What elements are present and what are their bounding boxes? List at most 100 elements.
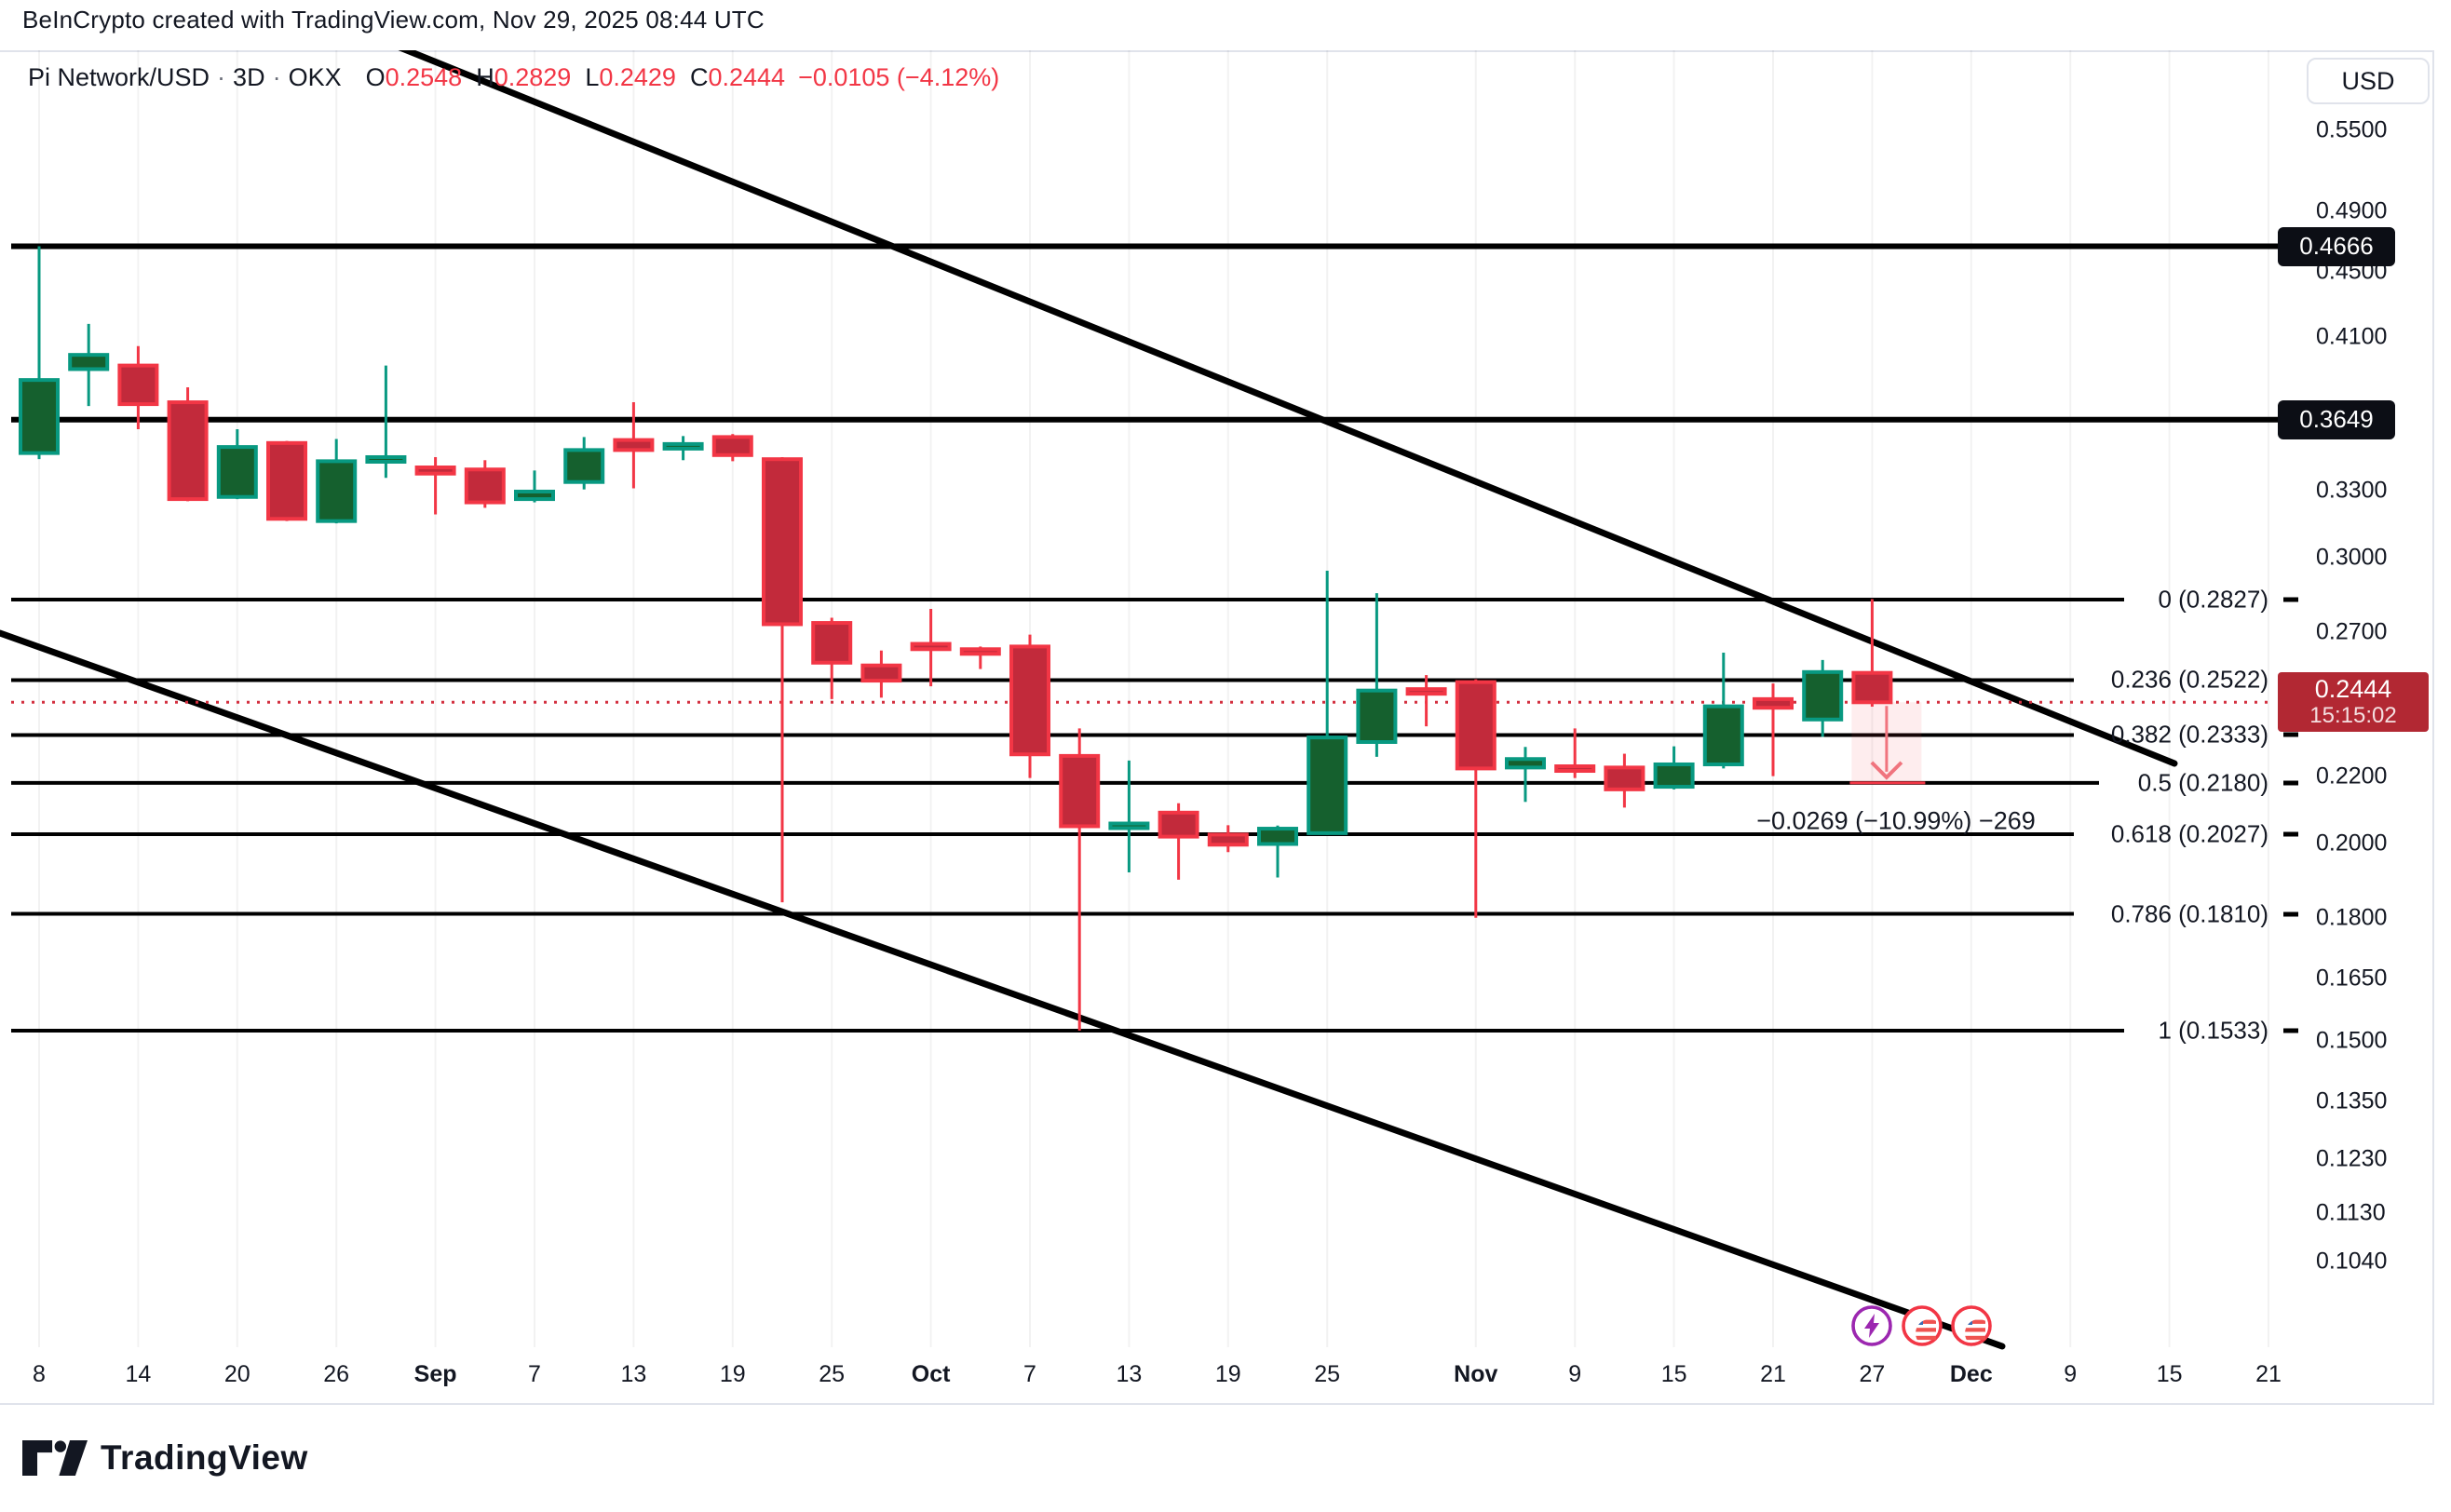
fib-level-dash: [2283, 597, 2298, 602]
time-axis-label: 13: [1116, 1361, 1143, 1387]
fib-level-dash: [2283, 732, 2298, 737]
us-flag-event-icon[interactable]: [1950, 1304, 1993, 1347]
candle-aug-23: [266, 440, 307, 521]
candle-sep-10: [563, 437, 605, 490]
candle-aug-26: [316, 439, 358, 524]
time-axis-label: Sep: [413, 1361, 457, 1387]
candle-aug-20: [216, 428, 258, 500]
candle-sep-13: [613, 402, 655, 489]
candle-oct-31: [1405, 675, 1447, 727]
price-tick: 0.2700: [2316, 618, 2388, 645]
time-axis-label: 9: [1568, 1361, 1582, 1387]
price-tick: 0.3300: [2316, 477, 2388, 504]
time-axis-label: 21: [2255, 1361, 2282, 1387]
price-tick: 0.4900: [2316, 197, 2388, 224]
time-axis-label: 19: [1214, 1361, 1241, 1387]
time-axis-label: 9: [2064, 1361, 2078, 1387]
candle-oct-13: [1108, 760, 1150, 872]
candle-nov-3: [1455, 679, 1496, 918]
price-tick: 0.2000: [2316, 830, 2388, 857]
candle-oct-10: [1059, 728, 1101, 1031]
time-axis-label: 7: [528, 1361, 541, 1387]
upper-descending-trendline[interactable]: [282, 50, 2178, 767]
candle-aug-11: [68, 323, 110, 407]
time-axis-label: 15: [1660, 1361, 1687, 1387]
candle-sep-22: [762, 456, 803, 903]
exchange-label[interactable]: OKX: [288, 63, 342, 91]
price-tick: 0.1350: [2316, 1087, 2388, 1114]
candle-oct-7: [1009, 634, 1050, 778]
price-tick: 0.5500: [2316, 116, 2388, 143]
currency-button[interactable]: USD: [2307, 58, 2430, 104]
time-axis-label: 21: [1760, 1361, 1786, 1387]
lower-descending-trendline[interactable]: [0, 629, 2006, 1350]
tradingview-logo-icon: [22, 1440, 88, 1476]
chart-panel: [0, 50, 2434, 1405]
open-value: 0.2548: [385, 63, 463, 91]
candlestick-chart[interactable]: [0, 50, 2451, 1401]
legend-separator: ·: [272, 63, 281, 91]
time-axis-label: 19: [719, 1361, 746, 1387]
time-axis-label: 7: [1023, 1361, 1036, 1387]
candle-aug-8: [19, 246, 60, 460]
price-tick: 0.3000: [2316, 544, 2388, 571]
lightning-event-icon[interactable]: [1850, 1304, 1893, 1347]
time-axis-label: 14: [125, 1361, 152, 1387]
candle-sep-4: [464, 460, 506, 508]
us-flag-event-icon[interactable]: [1901, 1304, 1943, 1347]
candle-sep-16: [662, 436, 704, 461]
candle-sep-7: [514, 470, 555, 503]
candle-aug-29: [365, 365, 407, 479]
candle-nov-12: [1604, 753, 1645, 808]
tradingview-wordmark: TradingView: [101, 1438, 308, 1477]
candle-sep-1: [414, 456, 456, 515]
chart-legend[interactable]: Pi Network/USD · 3D · OKX O0.2548 H0.2829 L0.…: [28, 63, 999, 92]
price-tick: 0.4100: [2316, 323, 2388, 350]
time-axis-label: 27: [1859, 1361, 1886, 1387]
fib-level-label: 0.382 (0.2333): [2110, 720, 2268, 749]
candle-nov-9: [1554, 728, 1596, 778]
symbol-title[interactable]: Pi Network/USD: [28, 63, 210, 91]
candle-oct-16: [1158, 803, 1199, 880]
time-axis-label: 20: [223, 1361, 251, 1387]
bar-countdown: 15:15:02: [2309, 702, 2397, 728]
last-price-badge: 0.2444 15:15:02: [2278, 672, 2429, 733]
fib-level-dash: [2283, 911, 2298, 917]
fib-level-label: 0.786 (0.1810): [2110, 899, 2268, 928]
price-tick: 0.2200: [2316, 763, 2388, 790]
candle-sep-25: [811, 617, 853, 699]
fib-level-dash: [2283, 1028, 2298, 1033]
time-axis-label: 26: [323, 1361, 350, 1387]
candle-nov-24: [1802, 659, 1844, 737]
time-axis-label: Oct: [911, 1361, 951, 1387]
price-level-badge: 0.3649: [2278, 399, 2395, 439]
time-axis-label: Dec: [1949, 1361, 1993, 1387]
tradingview-logo[interactable]: TradingView: [22, 1438, 308, 1478]
candle-nov-27: [1851, 599, 1893, 707]
price-tick: 0.1230: [2316, 1145, 2388, 1172]
fib-level-label: 0.618 (0.2027): [2110, 819, 2268, 848]
candle-aug-17: [167, 387, 209, 502]
ohlc-values: O0.2548 H0.2829 L0.2429 C0.2444: [365, 63, 786, 91]
close-value: 0.2444: [708, 63, 786, 91]
price-level-badge: 0.4666: [2278, 226, 2395, 266]
measure-annotation: −0.0269 (−10.99%) −269: [1756, 806, 2036, 835]
candle-oct-19: [1207, 825, 1249, 853]
fib-level-label: 0.5 (0.2180): [2137, 768, 2268, 797]
price-tick: 0.1040: [2316, 1248, 2388, 1275]
last-price-value: 0.2444: [2314, 675, 2392, 704]
time-axis-label: 25: [1314, 1361, 1341, 1387]
time-axis-label: Nov: [1454, 1361, 1498, 1387]
candle-nov-21: [1753, 683, 1794, 776]
time-axis-label: 8: [33, 1361, 46, 1387]
projection-arrow-head: [1870, 761, 1903, 780]
price-tick: 0.1500: [2316, 1027, 2388, 1054]
candle-aug-14: [117, 345, 159, 429]
interval-label[interactable]: 3D: [233, 63, 265, 91]
fib-level-label: 0 (0.2827): [2158, 585, 2268, 614]
candle-nov-18: [1702, 653, 1744, 769]
candle-oct-1: [910, 608, 952, 687]
price-tick: 0.1800: [2316, 904, 2388, 931]
candle-oct-25: [1307, 571, 1348, 835]
time-axis-label: 15: [2156, 1361, 2183, 1387]
